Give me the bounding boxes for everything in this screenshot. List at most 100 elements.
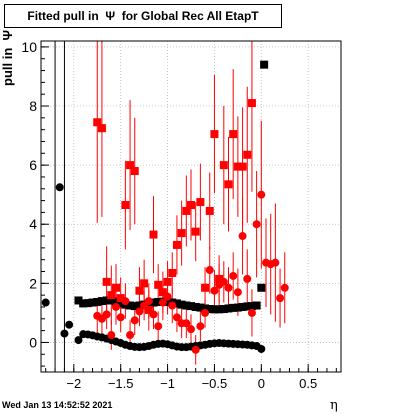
square-marker [191,302,200,311]
circle-marker [121,297,130,306]
circle-marker [257,344,266,353]
circle-marker [116,313,125,322]
axis-ticks: −2 −1.5 −1 −0.5 0 0.5 0 2 4 6 8 10 [21,39,337,391]
circle-marker [252,220,261,229]
circle-marker [210,286,219,295]
x-axis-label: η [330,398,338,413]
circle-marker [41,298,50,307]
square-marker [187,201,195,210]
square-marker [107,291,116,300]
error-bars [54,41,286,372]
circle-marker [144,297,153,306]
square-marker [116,299,125,308]
square-marker [97,297,106,306]
square-marker [229,130,238,139]
square-marker [163,277,172,286]
square-marker [238,302,247,311]
y-tick-label: 2 [29,275,37,291]
data-markers [41,60,289,354]
square-marker [260,60,269,69]
square-marker [107,296,116,305]
square-marker [215,305,224,314]
square-marker [116,294,125,303]
square-marker [182,301,191,310]
square-marker [219,305,228,314]
square-marker [191,227,200,236]
circle-marker [238,232,247,241]
circle-marker [191,345,200,354]
square-marker [168,268,177,277]
square-marker [154,280,163,289]
square-marker [102,277,111,286]
square-marker [112,283,120,292]
square-marker [177,229,186,238]
square-marker [196,198,205,207]
circle-marker [149,310,158,319]
square-marker [172,299,181,308]
square-marker [215,274,224,283]
plot-frame [40,40,342,373]
square-marker [149,298,158,307]
timestamp-label: Wed Jan 13 14:52:52 2021 [2,400,113,410]
chart-title: Fitted pull in Ψ for Global Rec All Etap… [4,4,282,28]
square-marker [83,299,92,308]
circle-marker [135,307,144,316]
circle-marker [182,319,191,328]
circle-marker [229,271,238,280]
circle-marker [205,266,214,275]
circle-marker [247,308,256,317]
square-marker [247,99,256,108]
y-tick-label: 10 [21,39,37,55]
square-marker [233,162,242,171]
circle-marker [201,308,210,317]
circle-marker [112,302,120,311]
circle-marker [271,258,280,267]
square-marker [135,286,144,295]
circle-marker [163,292,172,301]
circle-marker [126,331,135,340]
square-marker [257,283,266,292]
square-marker [144,305,153,314]
x-tick-label: 0 [258,376,265,391]
square-marker [201,283,210,292]
square-marker [172,240,181,249]
square-marker [158,288,167,297]
square-marker [196,303,205,312]
x-tick-label: −0.5 [202,376,228,391]
square-marker [252,301,261,310]
y-tick-label: 4 [29,216,37,232]
x-tick-label: −1 [160,376,175,391]
y-tick-label: 8 [29,98,37,114]
circle-marker [102,310,111,319]
square-marker [243,150,252,159]
square-marker [233,303,242,312]
square-marker [224,304,233,313]
square-marker [93,118,102,127]
square-marker [79,299,88,308]
square-marker [149,230,158,239]
circle-marker [74,336,83,345]
square-marker [210,305,219,314]
circle-marker [257,190,266,199]
y-tick-label: 6 [29,157,37,173]
circle-marker [243,274,252,283]
square-marker [154,297,163,306]
square-marker [224,180,233,189]
circle-marker [107,331,116,340]
circle-marker [130,316,139,325]
square-marker [182,206,191,215]
square-marker [205,305,214,314]
square-marker [210,130,219,139]
circle-marker [233,288,242,297]
circle-marker [60,329,69,338]
square-marker [201,304,210,313]
circle-marker [154,322,163,331]
circle-marker [168,301,177,310]
circle-marker [158,298,167,307]
square-marker [102,296,111,305]
circle-marker [280,283,289,292]
y-tick-label: 0 [29,334,37,350]
square-marker [140,279,149,288]
circle-marker [196,322,205,331]
x-tick-label: 0.5 [299,376,317,391]
